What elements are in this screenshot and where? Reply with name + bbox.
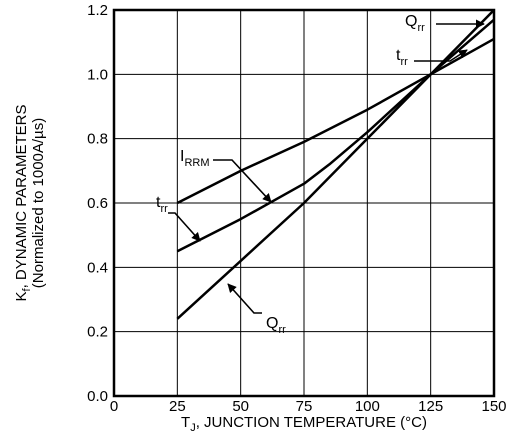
arrow-qrr-lower <box>227 283 262 314</box>
arrow-trr-left <box>168 212 201 242</box>
y-tick-label-0.8: 0.8 <box>87 131 108 148</box>
y-axis-title: Kf, DYNAMIC PARAMETERS (Normalized to 10… <box>13 105 47 302</box>
x-tick-label-150: 150 <box>481 398 506 415</box>
x-axis-title: TJ, JUNCTION TEMPERATURE (°C) <box>181 414 427 434</box>
plot-frame <box>112 8 496 398</box>
tick-labels: 0 25 50 75 100 125 150 0.0 0.2 0.4 0.6 0.8 1.0 1.2 <box>87 2 506 415</box>
x-tick-label-25: 25 <box>169 398 186 415</box>
x-axis-title-rest: , JUNCTION TEMPERATURE (°C) <box>196 414 427 431</box>
arrow-trr-upper <box>414 49 468 62</box>
label-trr-upper: trr <box>396 47 408 68</box>
x-axis-title-sub: J <box>190 422 196 434</box>
label-irrm: IRRM <box>180 148 210 169</box>
annotation-arrows <box>168 19 485 314</box>
series-line-Qrr <box>176 9 495 320</box>
x-tick-label-100: 100 <box>355 398 380 415</box>
y-axis-title-sub: f <box>21 287 33 291</box>
y-tick-label-1.2: 1.2 <box>87 2 108 19</box>
x-tick-label-125: 125 <box>418 398 443 415</box>
label-qrr-upper: Qrr <box>405 13 425 34</box>
series-line-IRRM <box>176 37 495 205</box>
arrow-irrm <box>213 159 272 203</box>
series-line-trr <box>176 18 495 253</box>
y-tick-label-0.2: 0.2 <box>87 324 108 341</box>
y-tick-label-1.0: 1.0 <box>87 66 108 83</box>
x-tick-label-0: 0 <box>110 398 118 415</box>
y-tick-label-0.4: 0.4 <box>87 259 108 276</box>
x-tick-label-75: 75 <box>296 398 313 415</box>
y-axis-title-rest: , DYNAMIC PARAMETERS <box>13 105 30 289</box>
y-tick-label-0.0: 0.0 <box>87 388 108 405</box>
x-tick-label-50: 50 <box>232 398 249 415</box>
x-axis-title-main: T <box>181 414 190 431</box>
label-qrr-lower: Qrr <box>266 315 286 336</box>
y-axis-title-line1: Kf, DYNAMIC PARAMETERS <box>13 105 33 302</box>
y-axis-title-line2: (Normalized to 1000A/µs) <box>30 118 47 288</box>
y-tick-label-0.6: 0.6 <box>87 195 108 212</box>
y-axis-title-main: K <box>13 291 30 301</box>
label-trr-left: trr <box>156 194 168 215</box>
series-lines <box>176 9 495 320</box>
